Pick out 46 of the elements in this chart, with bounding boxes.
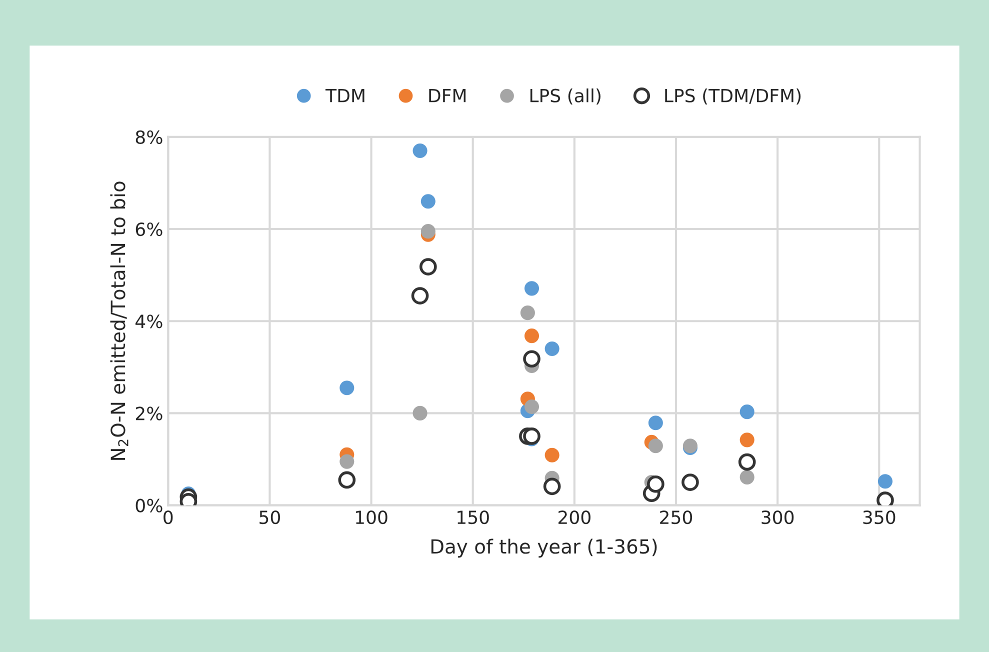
x-tick-label: 150: [458, 510, 489, 524]
point: [520, 306, 535, 320]
point: [738, 453, 756, 471]
point: [648, 438, 663, 454]
point: [524, 281, 540, 296]
y-tick-label: 6%: [136, 222, 162, 236]
point: [543, 478, 561, 496]
point: [419, 258, 437, 276]
point: [523, 350, 540, 368]
point: [411, 287, 429, 304]
y-tick-label: 2%: [136, 406, 162, 420]
point: [523, 428, 540, 445]
point: [648, 416, 663, 430]
y-tick-label: 4%: [136, 314, 162, 328]
x-tick-label: 250: [660, 510, 692, 524]
y-tick-label: 8%: [136, 130, 162, 144]
x-tick-label: 300: [762, 510, 794, 524]
x-tick-label: 200: [558, 510, 590, 524]
legend-label: LPS (all): [530, 88, 600, 105]
point: [647, 475, 664, 493]
x-tick-label: 350: [863, 510, 896, 524]
y-axis-title: N$_{2}$O-N emitted/Total-N to bio: [110, 182, 128, 460]
point: [740, 432, 754, 448]
y-tick-label: 0%: [136, 498, 162, 512]
point: [878, 474, 893, 489]
x-tick-label: 100: [356, 510, 388, 524]
point: [412, 406, 428, 420]
point: [682, 474, 699, 491]
legend-label: TDM: [325, 89, 364, 102]
point: [524, 328, 540, 344]
point: [420, 224, 436, 239]
point: [338, 471, 356, 489]
point: [544, 448, 560, 462]
x-tick-label: 0: [164, 510, 173, 524]
point: [544, 341, 560, 356]
point: [740, 470, 754, 484]
point: [740, 404, 754, 420]
x-tick-label: 50: [260, 510, 280, 524]
x-axis-title: Day of the year (1-365): [431, 538, 657, 558]
legend-label: LPS (TDM/DFM): [665, 88, 801, 105]
point: [340, 380, 354, 396]
point: [420, 194, 436, 209]
legend-label: DFM: [429, 89, 466, 102]
point: [412, 143, 428, 158]
point: [524, 399, 540, 414]
point: [340, 454, 354, 469]
